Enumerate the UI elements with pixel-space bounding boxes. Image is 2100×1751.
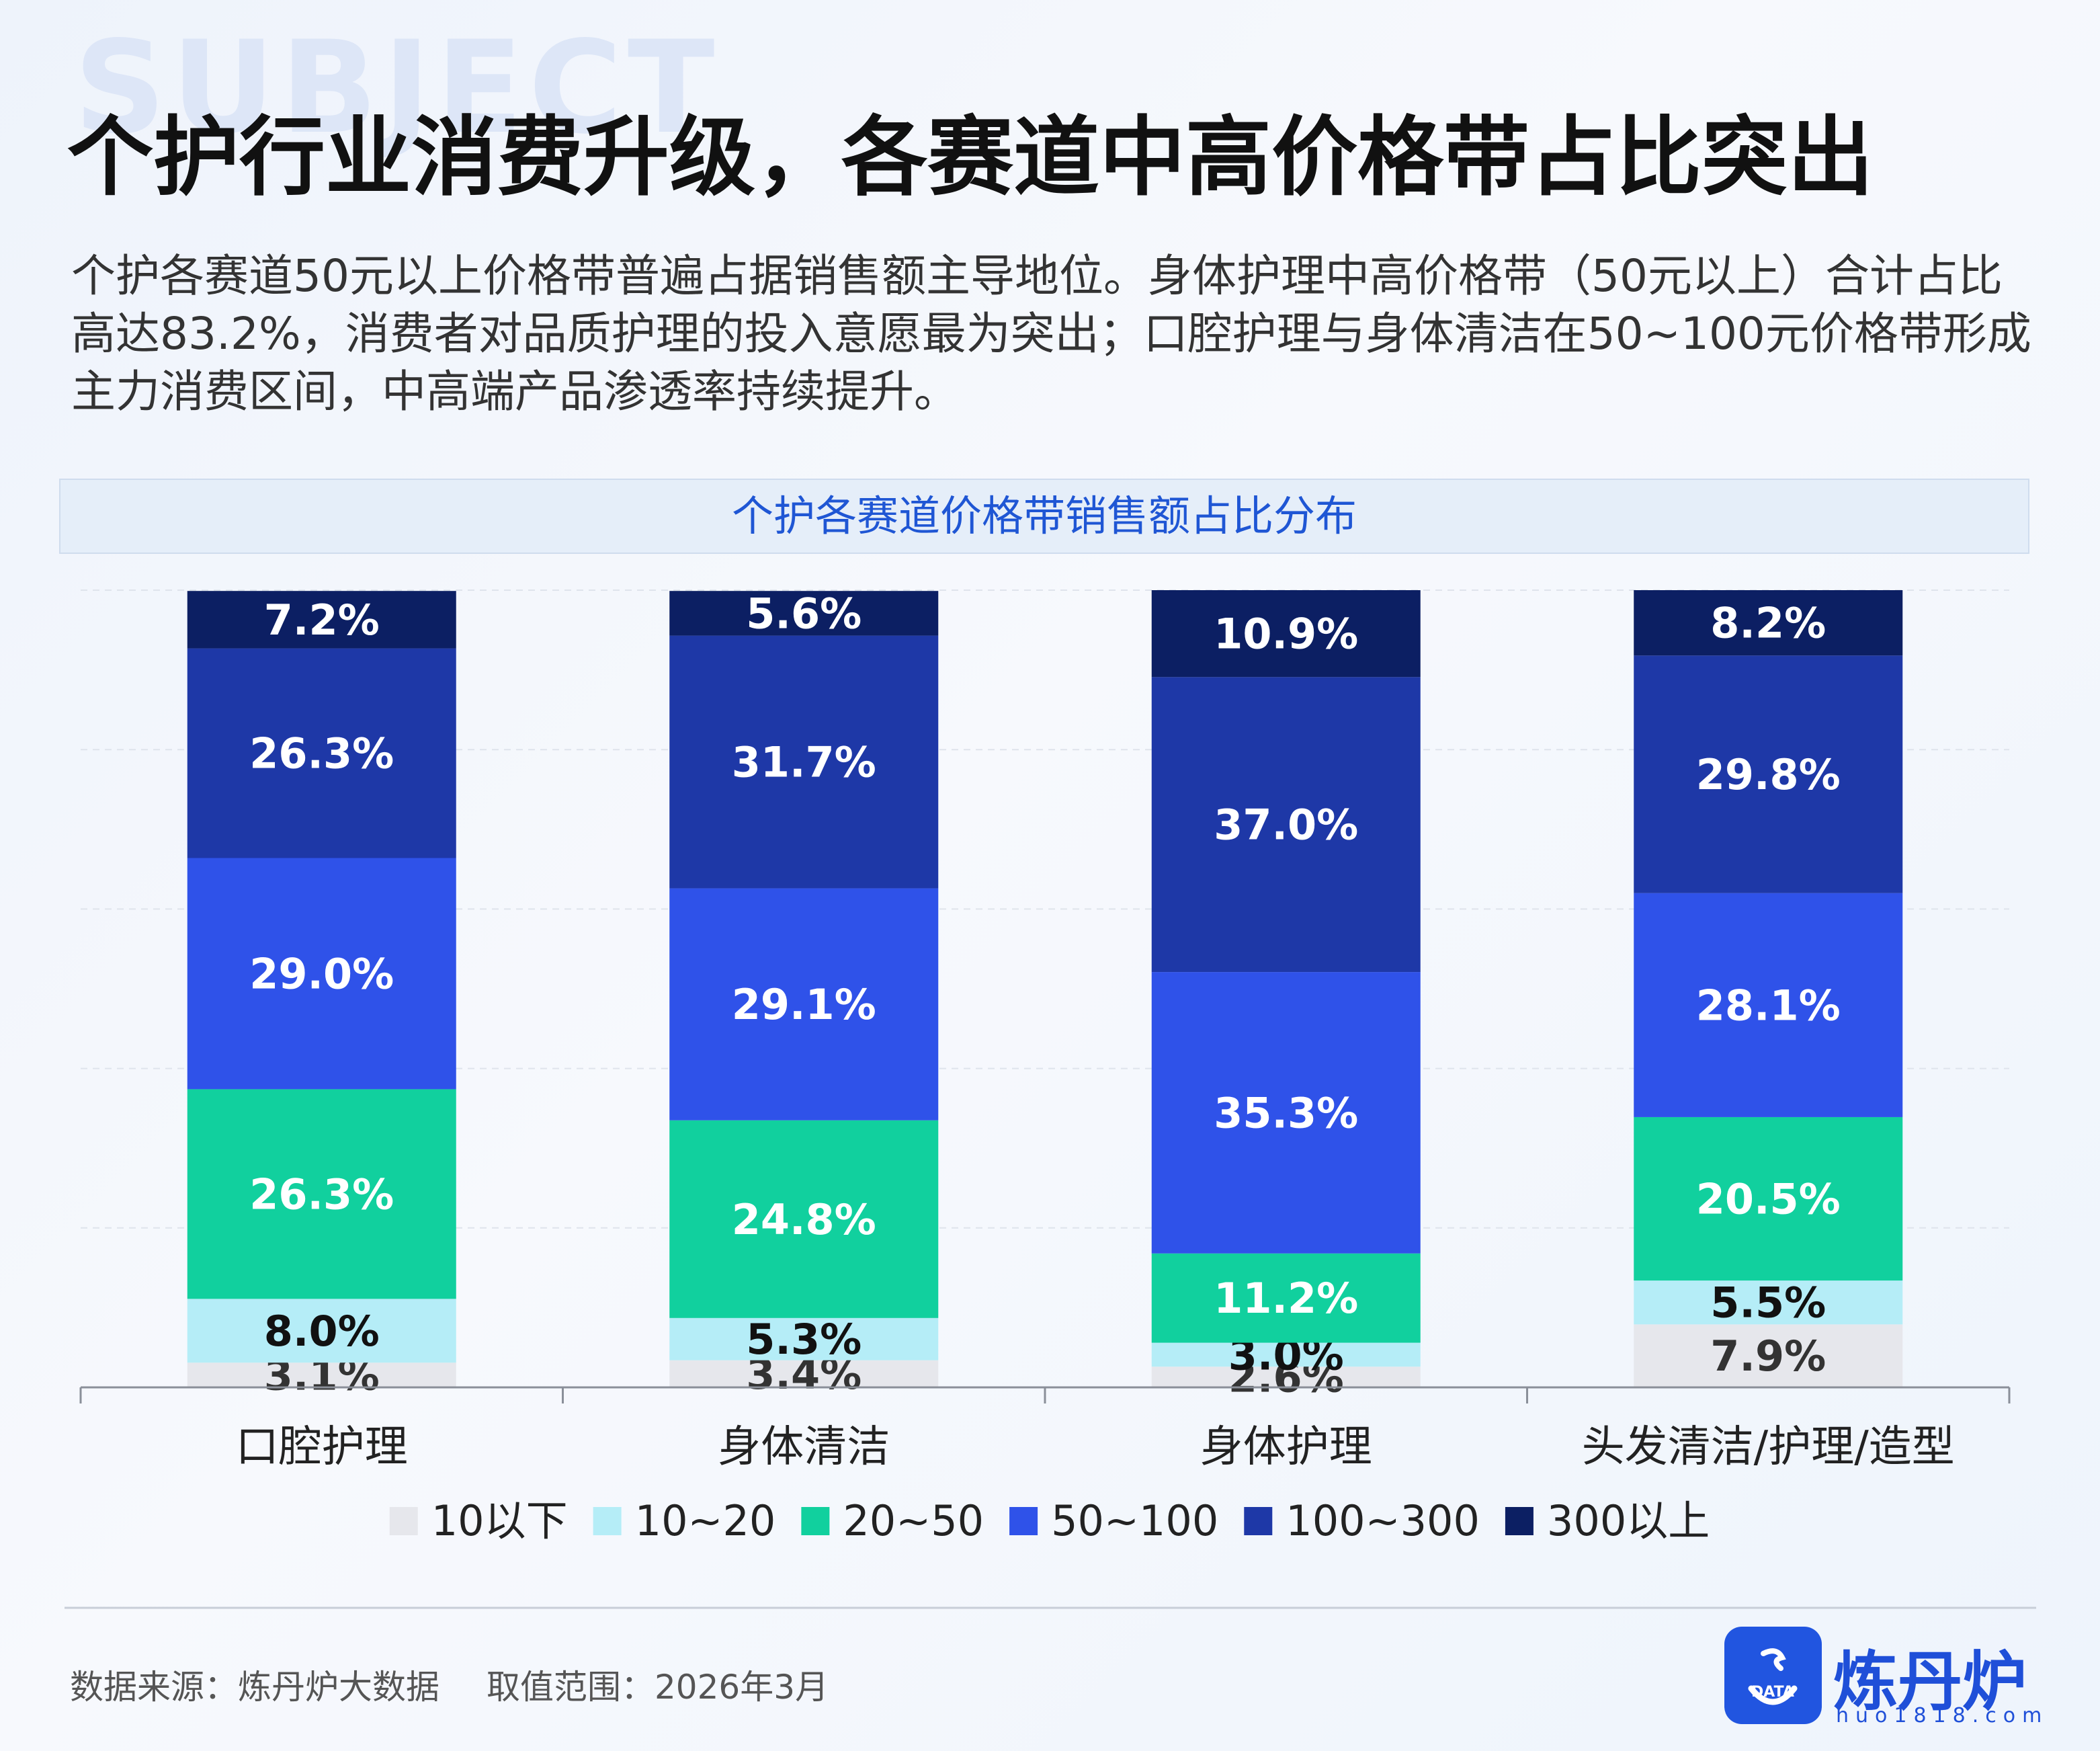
legend-label: 10~20 xyxy=(635,1496,776,1545)
source-line: 数据来源：炼丹炉大数据 取值范围：2026年3月 xyxy=(70,1660,829,1709)
data-label: 8.2% xyxy=(1710,599,1826,648)
legend-swatch xyxy=(1505,1507,1534,1535)
data-label: 29.0% xyxy=(249,949,394,998)
legend-label: 300以上 xyxy=(1547,1496,1710,1545)
data-label: 35.3% xyxy=(1214,1088,1358,1137)
legend-swatch xyxy=(801,1507,830,1535)
bar-segment xyxy=(1151,1342,1421,1367)
bar-segment xyxy=(1634,590,1903,656)
data-label: 24.8% xyxy=(732,1195,876,1244)
bar-segment xyxy=(1634,1116,1903,1281)
legend-swatch xyxy=(389,1507,418,1535)
data-label: 20.5% xyxy=(1696,1175,1841,1224)
brand-logo: DATA 炼丹炉 huo1818.com xyxy=(1724,1627,2047,1734)
legend-label: 20~50 xyxy=(843,1496,984,1545)
bar-segment xyxy=(1151,677,1421,973)
logo-badge-icon: DATA xyxy=(1724,1627,1822,1724)
x-tick-label: 身体护理 xyxy=(1200,1422,1372,1472)
logo-glyph-icon: DATA xyxy=(1748,1648,1798,1705)
background-watermark-word: SUBJECT xyxy=(74,13,720,162)
bar-segment xyxy=(187,648,456,858)
page-description: 个护各赛道50元以上价格带普遍占据销售额主导地位。身体护理中高价格带（50元以上… xyxy=(71,250,2031,417)
chart-title: 个护各赛道价格带销售额占比分布 xyxy=(59,479,2029,554)
legend-swatch xyxy=(593,1507,622,1535)
data-label: 29.8% xyxy=(1696,750,1841,799)
bar-segment xyxy=(1634,1324,1903,1387)
x-tick-label: 身体清洁 xyxy=(718,1422,890,1472)
legend-label: 10以下 xyxy=(431,1496,568,1545)
bar-segment xyxy=(187,1299,456,1363)
data-label: 29.1% xyxy=(732,980,876,1029)
bar-segment xyxy=(187,1089,456,1299)
data-label: 5.6% xyxy=(746,589,862,638)
bar-segment xyxy=(1151,1253,1421,1343)
bar-segment xyxy=(187,1362,456,1387)
bar-segment xyxy=(669,635,939,889)
data-label: 26.3% xyxy=(249,1170,394,1219)
x-tick-label: 头发清洁/护理/造型 xyxy=(1582,1422,1955,1472)
legend-swatch xyxy=(1244,1507,1273,1535)
source-text: 数据来源：炼丹炉大数据 xyxy=(70,1668,439,1707)
data-label: 5.5% xyxy=(1710,1278,1826,1328)
data-label: 31.7% xyxy=(732,738,876,787)
bar-segment xyxy=(1151,972,1421,1254)
data-label: 28.1% xyxy=(1696,981,1841,1030)
logo-url: huo1818.com xyxy=(1836,1704,2049,1727)
bar-segment xyxy=(187,858,456,1090)
data-label: 37.0% xyxy=(1214,801,1358,850)
range-text: 取值范围：2026年3月 xyxy=(487,1668,829,1707)
logo-badge-text: DATA xyxy=(1751,1684,1794,1701)
bar-segment xyxy=(1634,1280,1903,1325)
legend-label: 50~100 xyxy=(1051,1496,1218,1545)
data-label: 26.3% xyxy=(249,729,394,778)
bar-segment xyxy=(669,1317,939,1360)
data-label: 11.2% xyxy=(1214,1274,1358,1323)
bar-segment xyxy=(669,1360,939,1387)
page-title: 个护行业消费升级，各赛道中高价格带占比突出 xyxy=(67,108,1874,208)
data-label: 7.9% xyxy=(1710,1332,1826,1381)
bar-segment xyxy=(1634,893,1903,1117)
bar-segment xyxy=(1634,655,1903,893)
bar-segment xyxy=(187,591,456,649)
bar-segment xyxy=(1151,590,1421,678)
bar-segment xyxy=(669,591,939,636)
bar-segment xyxy=(669,1120,939,1318)
data-label: 5.3% xyxy=(746,1315,862,1364)
data-label: 8.0% xyxy=(264,1307,380,1356)
logo-name: 炼丹炉 xyxy=(1833,1644,2027,1719)
bar-segment xyxy=(1151,1367,1421,1387)
data-label: 7.2% xyxy=(264,596,380,645)
bar-segment xyxy=(669,888,939,1121)
legend-swatch xyxy=(1009,1507,1038,1535)
legend-label: 100~300 xyxy=(1286,1496,1480,1545)
data-label: 10.9% xyxy=(1214,610,1358,659)
x-tick-label: 口腔护理 xyxy=(236,1422,408,1472)
